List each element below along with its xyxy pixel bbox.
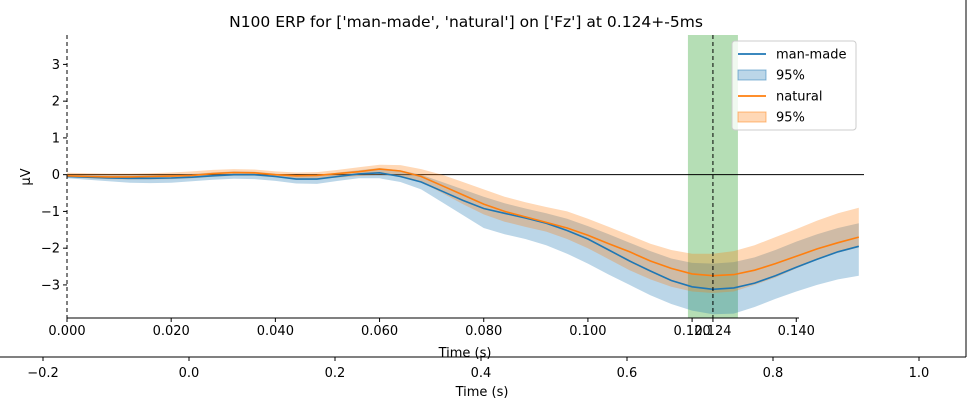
x-tick-label: 0.020 <box>153 324 190 339</box>
legend-label: natural <box>776 90 822 105</box>
y-tick-label: 1 <box>52 131 60 146</box>
y-tick-label: −2 <box>41 242 60 257</box>
x-tick-label: 0.000 <box>48 324 85 339</box>
x-axis-label: Time (s) <box>438 346 492 361</box>
x-tick-label: 0.140 <box>778 324 815 339</box>
chart-title: N100 ERP for ['man-made', 'natural'] on … <box>229 13 703 31</box>
secondary-x-tick-label: 0.0 <box>179 366 200 381</box>
secondary-x-tick-label: 0.4 <box>471 366 492 381</box>
x-tick-label: 0.060 <box>361 324 398 339</box>
plot-area <box>67 35 864 318</box>
secondary-x-tick-label: 0.6 <box>617 366 638 381</box>
ci-band-natural <box>67 164 859 293</box>
x-tick-label: 0.120 <box>673 324 710 339</box>
y-tick-label: −1 <box>41 205 60 220</box>
legend-label: man-made <box>776 48 846 63</box>
series-line-natural <box>67 168 860 277</box>
secondary-x-tick-label: 1.0 <box>909 366 930 381</box>
y-tick-label: 3 <box>52 58 60 73</box>
legend: man-made 95% natural 95% <box>731 40 857 131</box>
x-tick-label: 0.124 <box>694 324 731 339</box>
y-tick-label: 0 <box>52 168 60 183</box>
secondary-x-tick-label: 0.2 <box>325 366 346 381</box>
ci-band-man-made <box>67 168 859 315</box>
secondary-x-tick-label: −0.2 <box>27 366 59 381</box>
plot-inner <box>67 35 864 318</box>
secondary-x-tick-label: 0.8 <box>763 366 784 381</box>
legend-label: 95% <box>776 69 805 84</box>
x-tick-label: 0.040 <box>257 324 294 339</box>
legend-label: 95% <box>776 111 805 126</box>
x-tick-label: 0.100 <box>569 324 606 339</box>
x-tick-label: 0.080 <box>465 324 502 339</box>
series-line-man-made <box>67 171 860 291</box>
legend-box <box>731 40 857 131</box>
axes: 3 2 1 0 −1 −2 −3 0.000 0.020 0.040 0.060 0.080 0.100… <box>0 0 967 381</box>
legend-ci-man-made <box>737 69 767 81</box>
y-axis-label: µV <box>19 168 34 185</box>
y-tick-label: −3 <box>41 278 60 293</box>
secondary-x-axis-label: Time (s) <box>455 385 509 400</box>
y-tick-label: 2 <box>52 95 60 110</box>
legend-ci-natural <box>737 111 767 123</box>
